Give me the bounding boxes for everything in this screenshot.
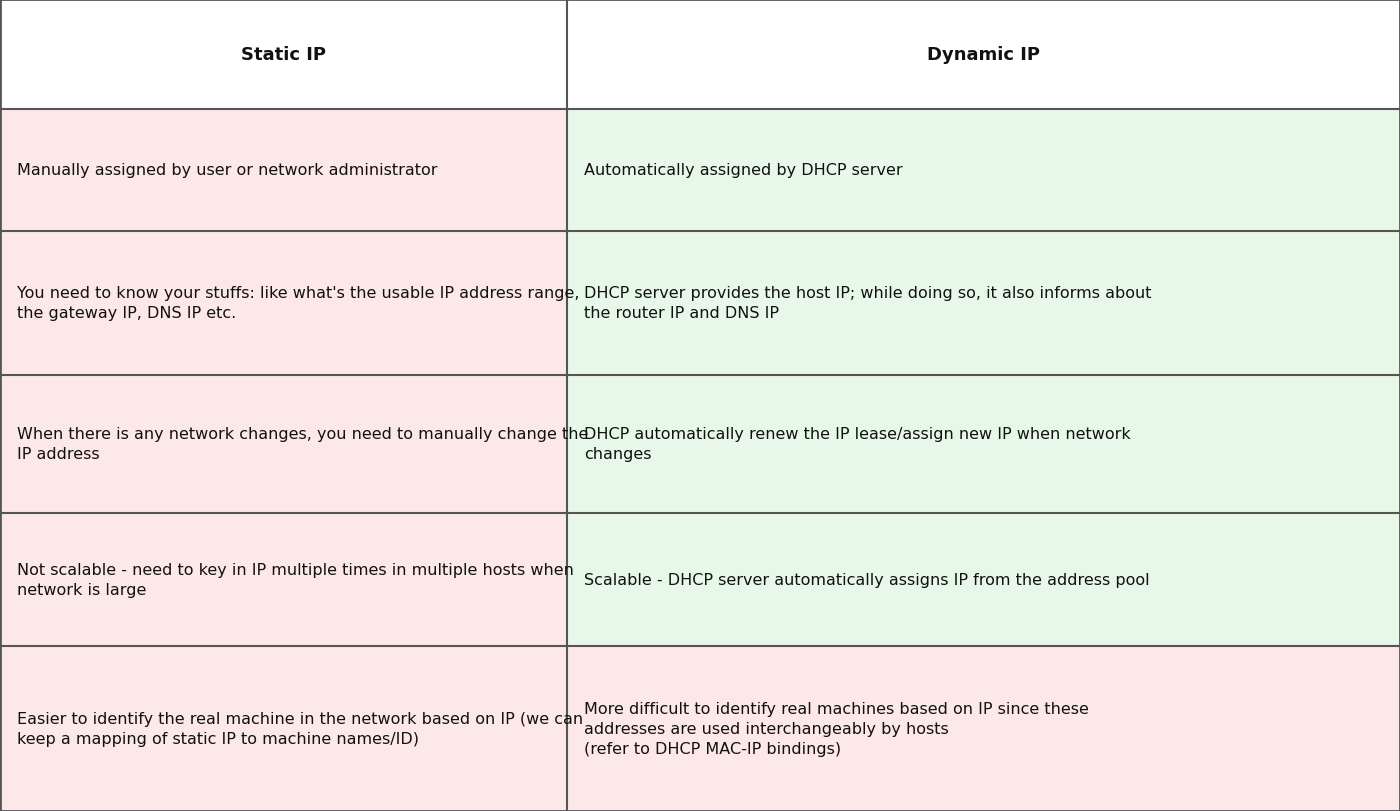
Text: More difficult to identify real machines based on IP since these
addresses are u: More difficult to identify real machines… [584, 702, 1089, 756]
FancyBboxPatch shape [0, 109, 567, 232]
FancyBboxPatch shape [0, 0, 1400, 109]
Text: Static IP: Static IP [241, 45, 326, 64]
FancyBboxPatch shape [0, 375, 567, 513]
Text: Automatically assigned by DHCP server: Automatically assigned by DHCP server [584, 163, 903, 178]
FancyBboxPatch shape [0, 646, 567, 811]
Text: DHCP automatically renew the IP lease/assign new IP when network
changes: DHCP automatically renew the IP lease/as… [584, 427, 1131, 461]
FancyBboxPatch shape [567, 646, 1400, 811]
Text: Dynamic IP: Dynamic IP [927, 45, 1040, 64]
FancyBboxPatch shape [567, 375, 1400, 513]
Text: Easier to identify the real machine in the network based on IP (we can
keep a ma: Easier to identify the real machine in t… [17, 711, 582, 746]
Text: Not scalable - need to key in IP multiple times in multiple hosts when
network i: Not scalable - need to key in IP multipl… [17, 563, 574, 597]
FancyBboxPatch shape [0, 232, 567, 375]
FancyBboxPatch shape [0, 513, 567, 646]
Text: You need to know your stuffs: like what's the usable IP address range,
the gatew: You need to know your stuffs: like what'… [17, 286, 580, 321]
Text: DHCP server provides the host IP; while doing so, it also informs about
the rout: DHCP server provides the host IP; while … [584, 286, 1151, 321]
FancyBboxPatch shape [567, 232, 1400, 375]
Text: Scalable - DHCP server automatically assigns IP from the address pool: Scalable - DHCP server automatically ass… [584, 573, 1149, 587]
FancyBboxPatch shape [567, 513, 1400, 646]
Text: Manually assigned by user or network administrator: Manually assigned by user or network adm… [17, 163, 437, 178]
Text: When there is any network changes, you need to manually change the
IP address: When there is any network changes, you n… [17, 427, 588, 461]
FancyBboxPatch shape [567, 109, 1400, 232]
